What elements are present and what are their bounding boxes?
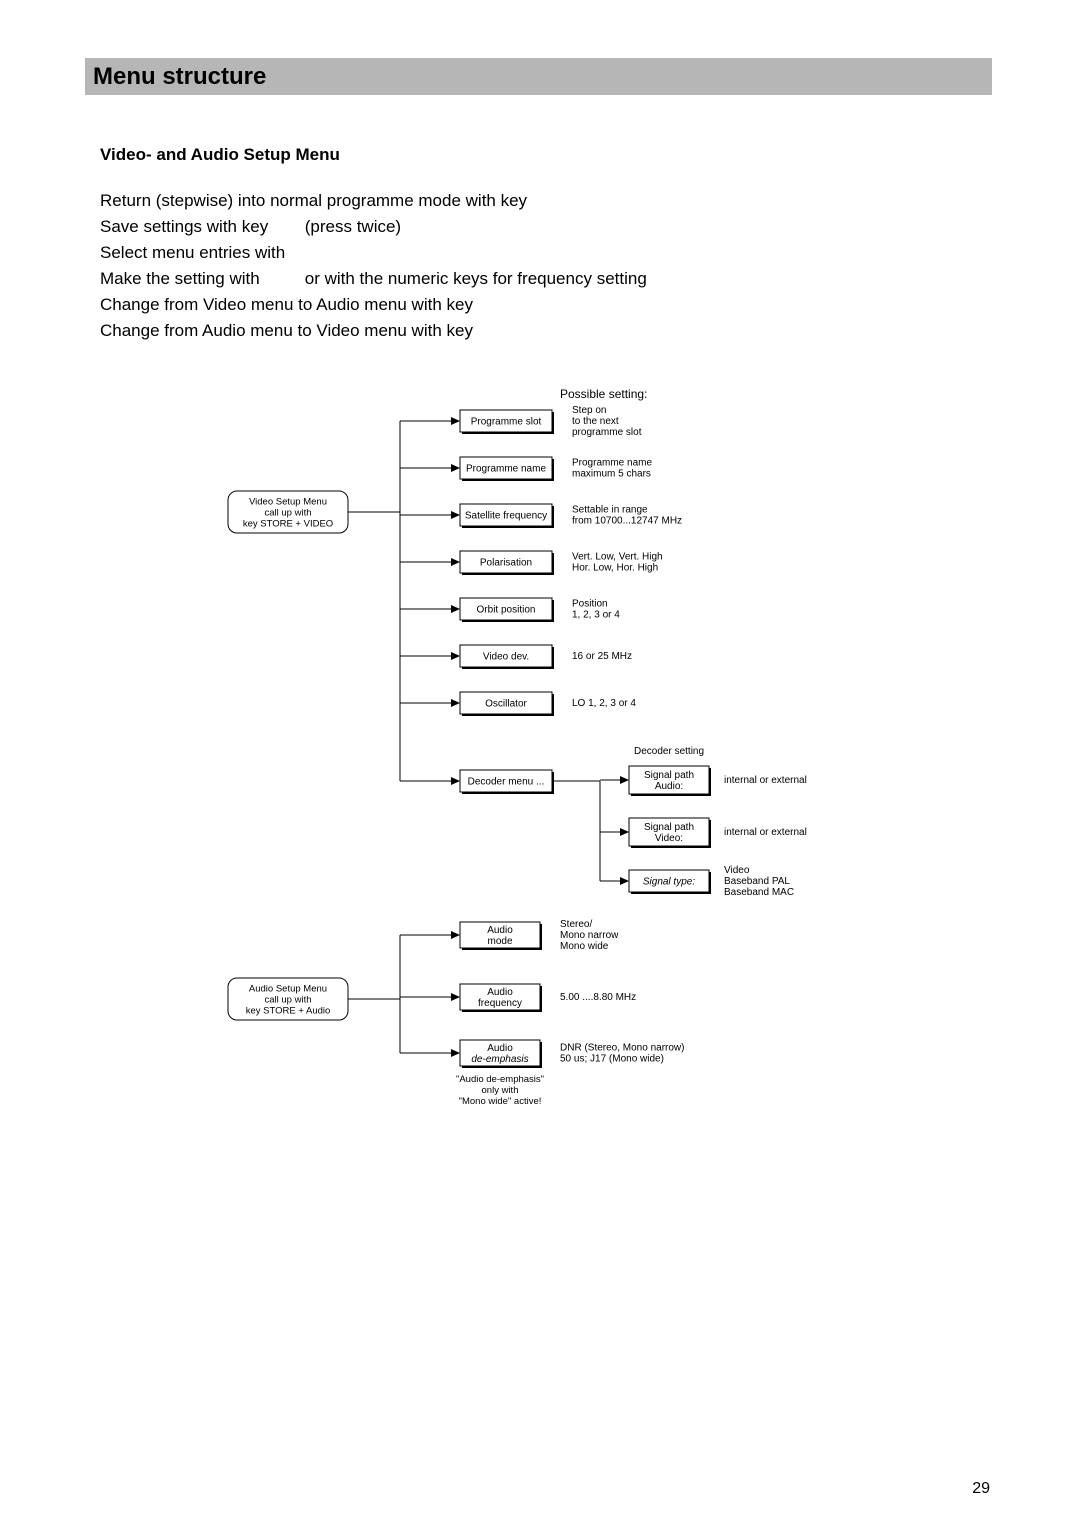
svg-text:Video: Video bbox=[724, 865, 750, 876]
svg-text:LO 1, 2, 3 or 4: LO 1, 2, 3 or 4 bbox=[572, 698, 636, 709]
svg-text:call up with: call up with bbox=[265, 508, 312, 519]
svg-text:Audio: Audio bbox=[487, 1043, 513, 1054]
svg-text:1, 2, 3 or 4: 1, 2, 3 or 4 bbox=[572, 610, 620, 621]
svg-text:Programme name: Programme name bbox=[572, 458, 652, 469]
svg-text:Mono narrow: Mono narrow bbox=[560, 930, 619, 941]
svg-text:Video Setup Menu: Video Setup Menu bbox=[249, 497, 327, 508]
svg-text:internal or external: internal or external bbox=[724, 827, 807, 838]
svg-text:16 or 25 MHz: 16 or 25 MHz bbox=[572, 651, 632, 662]
svg-text:DNR (Stereo, Mono narrow): DNR (Stereo, Mono narrow) bbox=[560, 1043, 684, 1054]
svg-text:Position: Position bbox=[572, 599, 608, 610]
svg-text:Programme name: Programme name bbox=[466, 464, 546, 475]
svg-text:Audio: Audio bbox=[487, 987, 513, 998]
menu-diagram: Possible setting:Video Setup Menucall up… bbox=[0, 0, 1080, 1528]
svg-text:Video dev.: Video dev. bbox=[483, 652, 529, 663]
svg-text:Signal path: Signal path bbox=[644, 822, 694, 833]
svg-text:5.00 ....8.80 MHz: 5.00 ....8.80 MHz bbox=[560, 992, 636, 1003]
svg-text:key STORE + VIDEO: key STORE + VIDEO bbox=[243, 519, 333, 530]
svg-text:to the next: to the next bbox=[572, 416, 619, 427]
svg-text:from 10700...12747 MHz: from 10700...12747 MHz bbox=[572, 516, 682, 527]
svg-text:Stereo/: Stereo/ bbox=[560, 919, 592, 930]
svg-text:Vert. Low, Vert. High: Vert. Low, Vert. High bbox=[572, 552, 663, 563]
svg-text:Baseband PAL: Baseband PAL bbox=[724, 876, 790, 887]
svg-text:"Mono wide" active!: "Mono wide" active! bbox=[459, 1096, 542, 1107]
svg-text:maximum 5 chars: maximum 5 chars bbox=[572, 469, 651, 480]
svg-text:Baseband MAC: Baseband MAC bbox=[724, 887, 794, 898]
svg-text:Decoder setting: Decoder setting bbox=[634, 746, 704, 757]
svg-text:Programme slot: Programme slot bbox=[471, 417, 542, 428]
svg-text:Settable in range: Settable in range bbox=[572, 505, 648, 516]
svg-text:Video:: Video: bbox=[655, 833, 683, 844]
svg-text:only with: only with bbox=[482, 1085, 519, 1096]
svg-text:Audio: Audio bbox=[487, 925, 513, 936]
svg-text:Polarisation: Polarisation bbox=[480, 558, 532, 569]
svg-text:Oscillator: Oscillator bbox=[485, 699, 527, 710]
svg-text:Decoder menu ...: Decoder menu ... bbox=[468, 777, 545, 788]
svg-text:Orbit position: Orbit position bbox=[477, 605, 536, 616]
svg-text:key STORE + Audio: key STORE + Audio bbox=[246, 1006, 331, 1017]
svg-text:frequency: frequency bbox=[478, 998, 522, 1009]
svg-text:Signal path: Signal path bbox=[644, 770, 694, 781]
svg-text:Mono wide: Mono wide bbox=[560, 941, 609, 952]
svg-text:call up with: call up with bbox=[265, 995, 312, 1006]
svg-text:Signal type:: Signal type: bbox=[643, 877, 695, 888]
page-number: 29 bbox=[972, 1480, 990, 1498]
svg-text:Hor. Low, Hor. High: Hor. Low, Hor. High bbox=[572, 563, 658, 574]
svg-text:Audio Setup Menu: Audio Setup Menu bbox=[249, 984, 327, 995]
svg-text:Satellite frequency: Satellite frequency bbox=[465, 511, 547, 522]
svg-text:"Audio de-emphasis": "Audio de-emphasis" bbox=[456, 1074, 544, 1085]
svg-text:Possible setting:: Possible setting: bbox=[560, 387, 647, 401]
svg-text:Step on: Step on bbox=[572, 405, 606, 416]
svg-text:de-emphasis: de-emphasis bbox=[471, 1054, 528, 1065]
svg-text:50 us; J17 (Mono wide): 50 us; J17 (Mono wide) bbox=[560, 1054, 664, 1065]
svg-text:Audio:: Audio: bbox=[655, 781, 683, 792]
svg-text:internal or external: internal or external bbox=[724, 775, 807, 786]
svg-text:mode: mode bbox=[487, 936, 512, 947]
svg-text:programme slot: programme slot bbox=[572, 427, 642, 438]
